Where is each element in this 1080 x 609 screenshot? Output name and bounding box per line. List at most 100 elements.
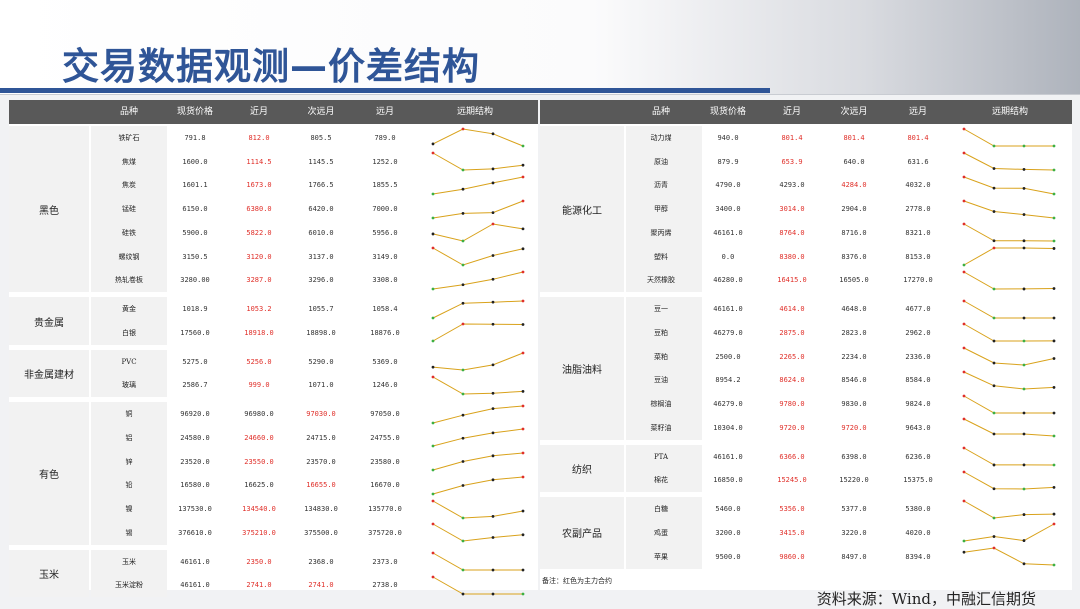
sparkline-point (962, 222, 966, 226)
next-price-cell: 3296.0 (308, 276, 334, 285)
sparkline-point (491, 478, 495, 482)
next-price-cell: 16655.0 (306, 481, 336, 490)
term-structure-sparkline (431, 299, 525, 320)
spot-price-cell: 5275.0 (182, 357, 208, 366)
sparkline-point (461, 263, 465, 267)
next-price-cell: 6010.0 (308, 228, 334, 237)
sparkline-path (432, 405, 524, 424)
spot-price-cell: 137530.0 (178, 505, 212, 514)
far-price-cell: 17270.0 (903, 276, 933, 285)
column-header: 次远月 (840, 107, 868, 117)
sparkline-point (1052, 463, 1056, 467)
sparkline-point (992, 144, 996, 148)
product-name: 原油 (654, 157, 668, 166)
sparkline-point (992, 546, 996, 550)
sparkline-point (1022, 239, 1026, 243)
sparkline-point (431, 575, 435, 579)
near-price-cell: 3014.0 (779, 205, 805, 214)
sparkline-point (461, 592, 465, 596)
group-block (540, 126, 624, 293)
sparkline-point (962, 127, 966, 131)
near-price-cell: 15245.0 (777, 476, 807, 485)
sparkline-point (461, 322, 465, 326)
sparkline-point (431, 375, 435, 379)
sparkline-point (521, 175, 525, 179)
group-block (9, 297, 89, 345)
sparkline-point (992, 487, 996, 491)
spot-price-cell: 16580.0 (180, 481, 210, 490)
near-price-cell: 5356.0 (779, 505, 805, 514)
sparkline-point (521, 568, 525, 572)
term-structure-sparkline (431, 427, 525, 448)
sparkline-path (432, 247, 524, 266)
far-price-cell: 16670.0 (370, 481, 400, 490)
column-header: 品种 (651, 107, 671, 117)
sparkline-point (1052, 286, 1056, 290)
sparkline-point (992, 186, 996, 190)
sparkline-point (431, 444, 435, 448)
sparkline-point (461, 168, 465, 172)
sparkline-point (1022, 212, 1026, 216)
far-price-cell: 97050.0 (370, 410, 400, 419)
group-block (540, 297, 624, 440)
next-price-cell: 15220.0 (839, 476, 869, 485)
near-price-cell: 24660.0 (244, 433, 274, 442)
term-structure-sparkline (962, 246, 1056, 267)
far-price-cell: 3308.0 (372, 276, 398, 285)
sparkline-point (521, 389, 525, 393)
product-name: 玻璃 (122, 381, 136, 390)
sparkline-point (1022, 186, 1026, 190)
spot-price-cell: 5460.0 (715, 505, 741, 514)
sparkline-point (491, 167, 495, 171)
near-price-cell: 3287.0 (246, 276, 272, 285)
group-label: 贵金属 (34, 317, 64, 329)
near-price-cell: 96980.0 (244, 410, 274, 419)
table-header: 品种 现货价格 近月 次远月 远月 远期结构 (9, 100, 538, 124)
sparkline-point (431, 316, 435, 320)
sparkline-path (963, 471, 1055, 490)
spot-price-cell: 46161.0 (180, 557, 210, 566)
sparkline-point (992, 432, 996, 436)
spot-price-cell: 5900.0 (182, 228, 208, 237)
next-price-cell: 2741.0 (308, 581, 334, 590)
spot-price-cell: 1601.1 (182, 181, 208, 190)
far-price-cell: 18876.0 (370, 328, 400, 337)
spot-price-cell: 0.0 (721, 252, 735, 261)
next-price-cell: 97030.0 (306, 410, 336, 419)
sparkline-point (521, 427, 525, 431)
product-name: 硅铁 (122, 228, 136, 237)
sparkline-point (1052, 239, 1056, 243)
sparkline-point (1022, 168, 1026, 171)
source-note: 资料来源：Wind，中融汇信期货 (816, 590, 1036, 608)
near-price-cell: 2265.0 (779, 352, 805, 361)
spot-price-cell: 9500.0 (715, 552, 741, 561)
far-price-cell: 2336.0 (905, 352, 931, 361)
sparkline-point (1022, 316, 1026, 320)
sparkline-point (461, 568, 465, 572)
far-price-cell: 9824.0 (905, 400, 931, 409)
sparkline-point (431, 365, 435, 369)
near-price-cell: 999.0 (248, 381, 270, 390)
near-price-cell: 2350.0 (246, 557, 272, 566)
term-structure-sparkline (962, 394, 1056, 415)
next-price-cell: 5290.0 (308, 357, 334, 366)
far-price-cell: 8321.0 (905, 228, 931, 237)
next-price-cell: 375500.0 (304, 528, 338, 537)
near-price-cell: 1114.5 (246, 157, 272, 166)
spot-price-cell: 46161.0 (180, 581, 210, 590)
sparkline-point (521, 227, 525, 231)
spot-price-cell: 940.0 (717, 133, 739, 142)
term-structure-sparkline (431, 127, 525, 148)
title-divider (0, 94, 1080, 95)
term-structure-sparkline (962, 175, 1056, 196)
spot-price-cell: 3400.0 (715, 205, 741, 214)
term-structure-sparkline (962, 446, 1056, 467)
product-name: 锡 (125, 528, 133, 537)
sparkline-point (992, 535, 996, 539)
term-structure-sparkline (962, 522, 1056, 543)
column-header: 远期结构 (456, 107, 494, 117)
sparkline-point (521, 533, 525, 537)
next-price-cell: 24715.0 (306, 433, 336, 442)
far-price-cell: 4677.0 (905, 305, 931, 314)
sparkline-path (963, 176, 1055, 195)
